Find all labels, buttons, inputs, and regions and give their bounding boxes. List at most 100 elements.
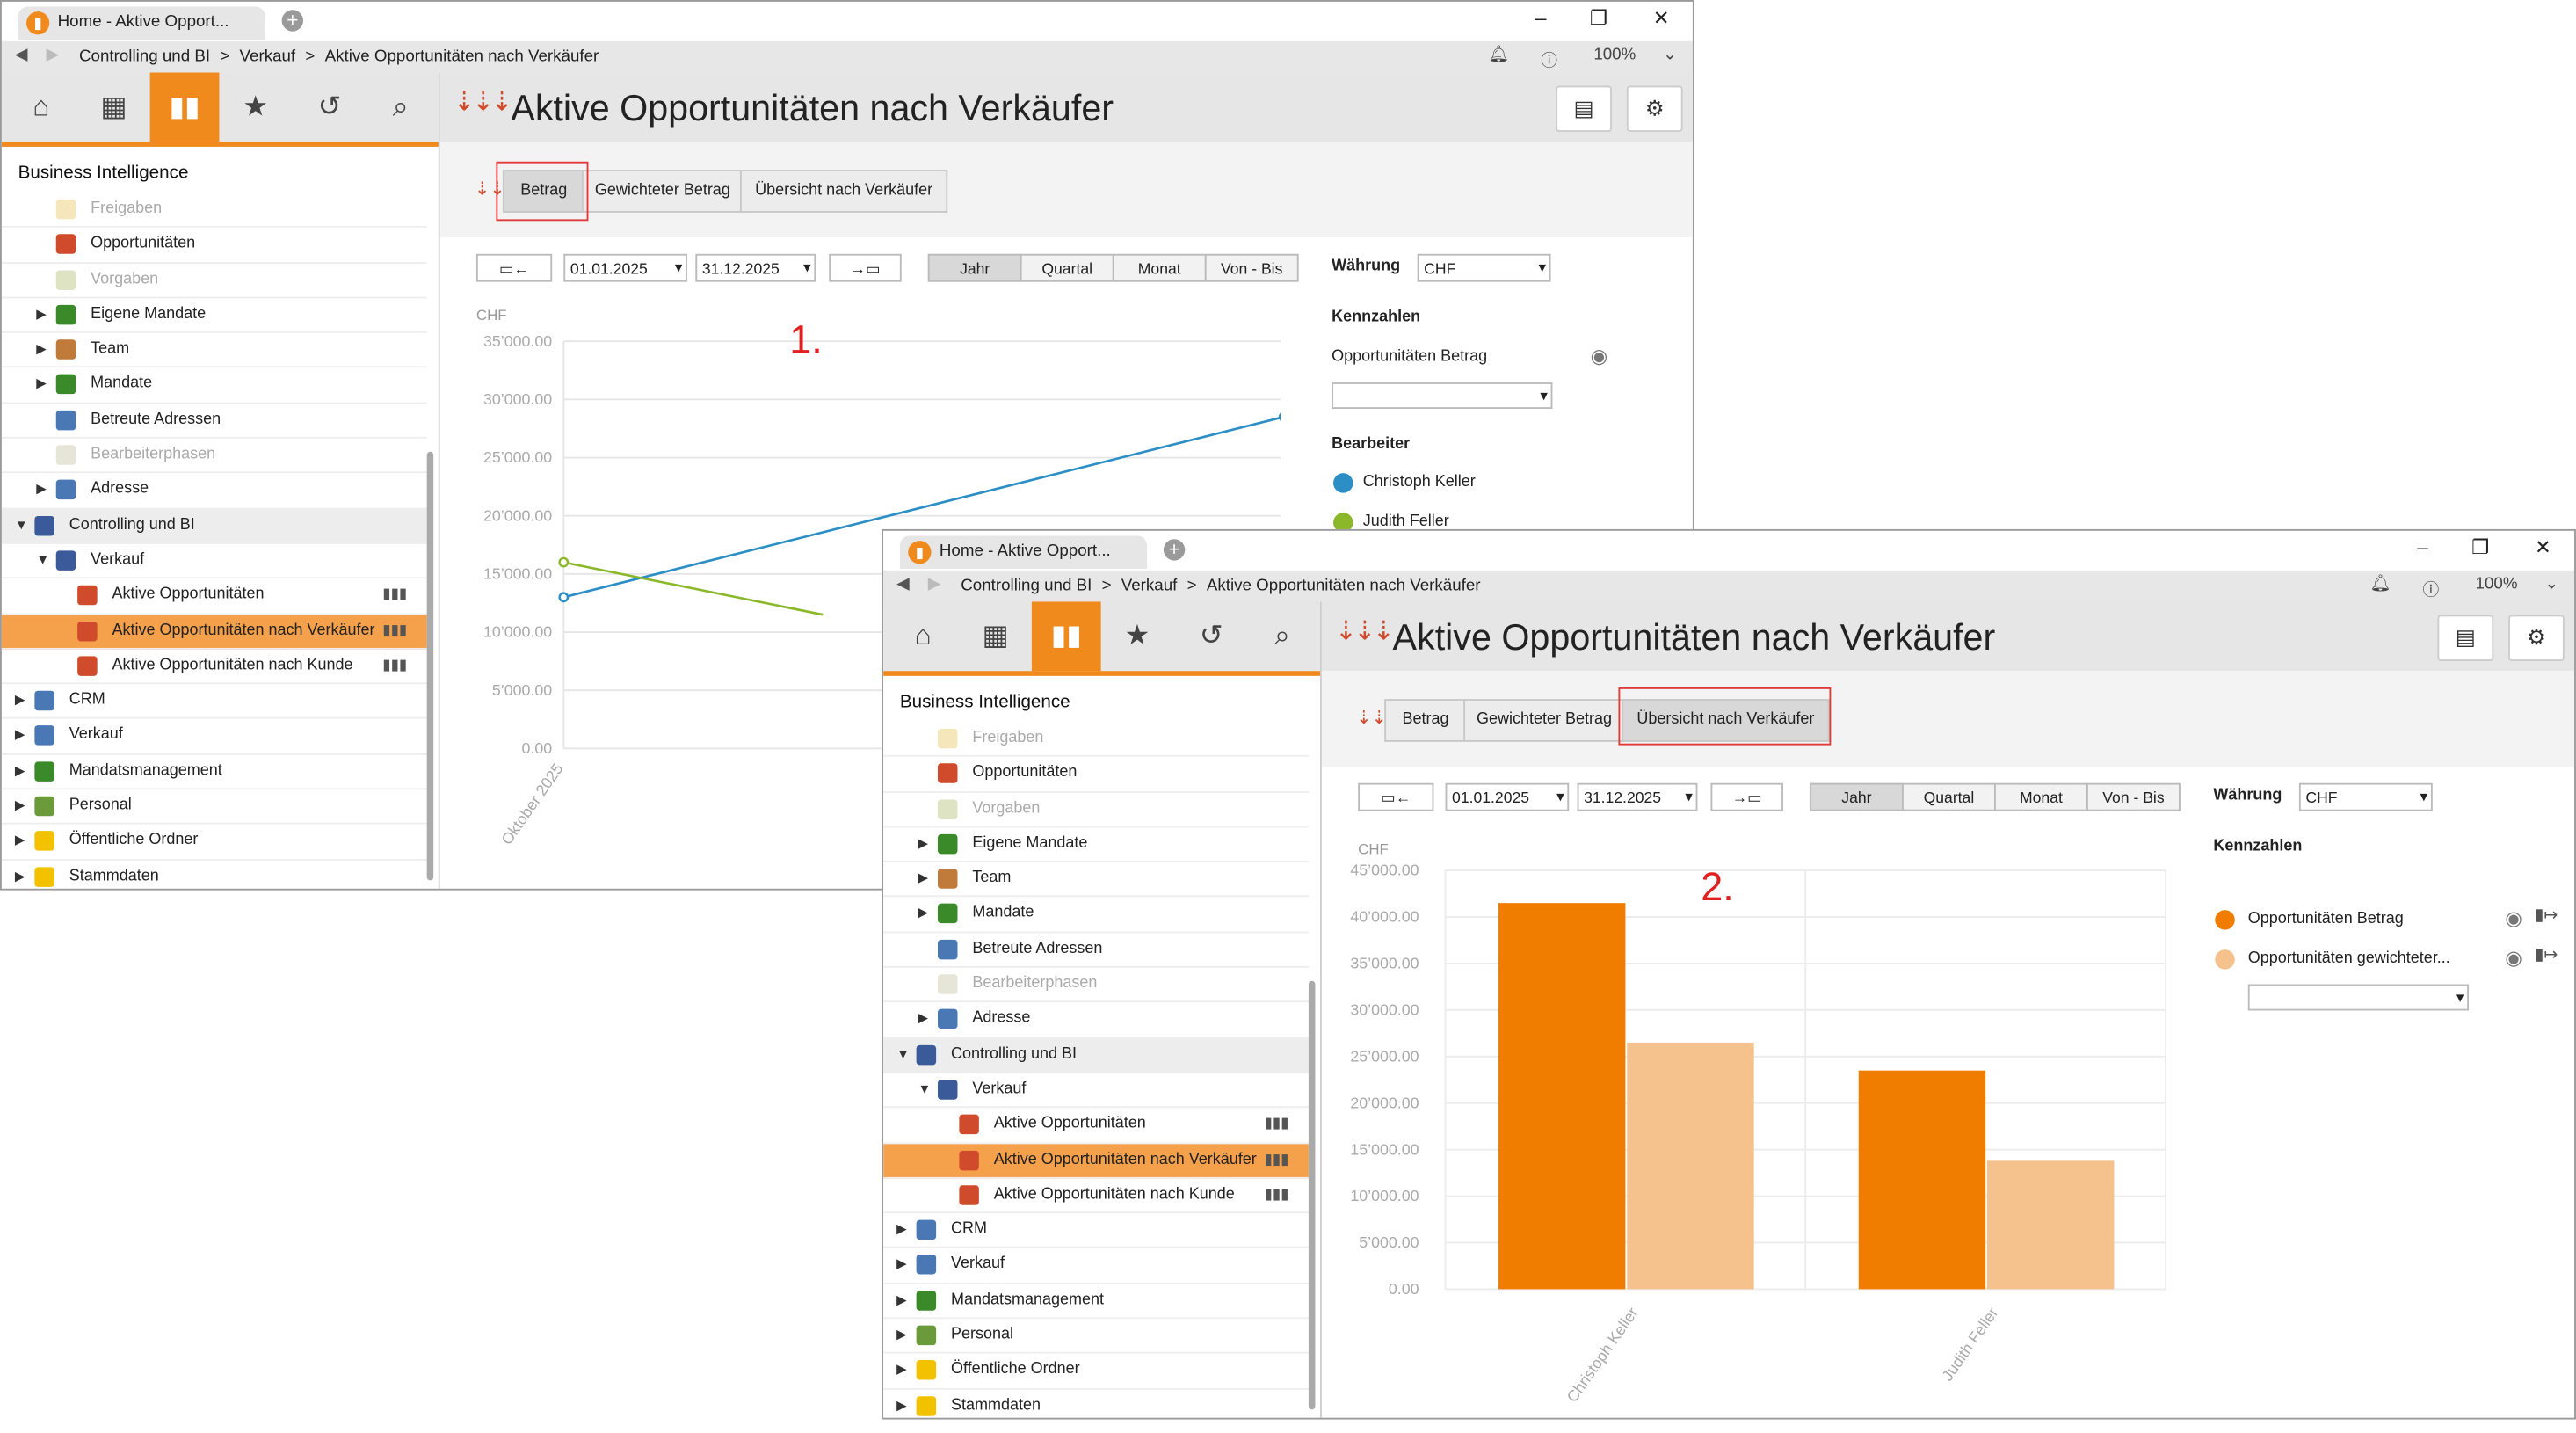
zoom-level[interactable]: 100% <box>1593 46 1636 65</box>
caret-right-icon[interactable]: ▶ <box>896 1397 907 1413</box>
caret-right-icon[interactable]: ▶ <box>918 1011 929 1027</box>
caret-right-icon[interactable]: ▶ <box>918 835 929 851</box>
bell-icon[interactable]: 🔔︎ <box>2369 575 2391 594</box>
date-to-field[interactable]: 31.12.2025 ▾ <box>1577 782 1698 811</box>
browser-tab[interactable]: ▮ Home - Aktive Opport... <box>18 6 265 40</box>
bell-icon[interactable]: 🔔︎ <box>1488 46 1510 65</box>
period-von-bis[interactable]: Von - Bis <box>1204 253 1299 282</box>
caret-right-icon[interactable]: ▶ <box>14 797 25 813</box>
breadcrumb-item[interactable]: Controlling und BI <box>79 47 211 67</box>
sidebar-item[interactable]: ▶ Mandatsmanagement <box>1 754 427 790</box>
chevron-down-icon[interactable]: ▾ <box>1540 387 1548 404</box>
close-icon[interactable]: ✕ <box>2534 535 2551 559</box>
sidebar-item[interactable]: Aktive Opportunitäten nach Verkäufer ▮▮▮ <box>883 1143 1309 1179</box>
bar-chart-icon[interactable]: ▮▮▮ <box>382 656 408 673</box>
restore-icon[interactable]: ❐ <box>2471 535 2490 559</box>
sidebar-item[interactable]: ▶ Personal <box>1 789 427 826</box>
bar-chart-icon[interactable]: ▮▮▮ <box>1264 1150 1289 1167</box>
sidebar-item[interactable]: ▶ Mandate <box>1 368 427 404</box>
caret-right-icon[interactable]: ▶ <box>36 482 47 498</box>
sidebar-item[interactable]: ▶ CRM <box>1 685 427 720</box>
date-from-field[interactable]: 01.01.2025 ▾ <box>1445 782 1570 811</box>
sidebar-item[interactable]: ▶ Personal <box>883 1319 1309 1355</box>
chevron-down-icon[interactable]: ▾ <box>2456 989 2464 1006</box>
period-quartal[interactable]: Quartal <box>1020 253 1114 282</box>
sidebar-item[interactable]: ▼ Controlling und BI <box>1 508 427 544</box>
caret-right-icon[interactable]: ▶ <box>918 906 929 921</box>
bearbeiter-name[interactable]: Christoph Keller <box>1362 473 1476 491</box>
breadcrumb-item[interactable]: Verkauf <box>1121 577 1178 595</box>
bearbeiter-name[interactable]: Judith Feller <box>1362 513 1449 531</box>
sidebar-item[interactable]: Freigaben <box>883 722 1309 758</box>
chevron-down-icon[interactable]: ▾ <box>1538 258 1546 276</box>
history-icon[interactable]: ↺ <box>1199 620 1223 651</box>
caret-right-icon[interactable]: ▶ <box>36 376 47 392</box>
forward-icon[interactable]: ▶ <box>927 575 941 594</box>
axis-toggle-icon[interactable]: ▮↦ <box>2535 946 2558 964</box>
sidebar-item[interactable]: Betreute Adressen <box>883 933 1309 968</box>
currency-select[interactable]: CHF ▾ <box>2298 782 2433 811</box>
restore-icon[interactable]: ❐ <box>1589 6 1608 30</box>
previous-period-button[interactable]: ▭← <box>475 253 553 282</box>
export-icon[interactable]: ▤ <box>1556 85 1612 133</box>
period-von-bis[interactable]: Von - Bis <box>2086 782 2181 811</box>
date-from-field[interactable]: 01.01.2025 ▾ <box>563 253 687 282</box>
sidebar-item[interactable]: Aktive Opportunitäten ▮▮▮ <box>1 579 427 615</box>
sidebar-item[interactable]: Opportunitäten <box>883 757 1309 793</box>
search-icon[interactable]: ⌕ <box>392 91 409 122</box>
caret-right-icon[interactable]: ▶ <box>896 1362 907 1378</box>
sidebar-item[interactable]: Bearbeiterphasen <box>883 968 1309 1003</box>
sidebar-item[interactable]: ▶ Team <box>883 862 1309 898</box>
sidebar-item[interactable]: ▶ CRM <box>883 1213 1309 1249</box>
browser-tab[interactable]: ▮ Home - Aktive Opport... <box>899 535 1148 569</box>
caret-right-icon[interactable]: ▶ <box>896 1256 907 1272</box>
sidebar-item[interactable]: ▶ Mandate <box>883 898 1309 933</box>
sidebar-scrollbar[interactable] <box>1308 980 1316 1410</box>
chart-icon[interactable]: ▮▮ <box>1031 601 1101 672</box>
tab-uebersicht-nach-verkaeufer[interactable]: Übersicht nach Verkäufer <box>1622 699 1830 742</box>
sidebar-item[interactable]: ▶ Mandatsmanagement <box>883 1284 1309 1320</box>
eye-icon[interactable]: ◉ <box>1590 344 1608 368</box>
home-icon[interactable]: ⌂ <box>914 620 932 651</box>
bar-chart-icon[interactable]: ▮▮▮ <box>1264 1185 1289 1202</box>
star-icon[interactable]: ★ <box>243 91 268 122</box>
tab-gewichteter-betrag[interactable]: Gewichteter Betrag <box>581 170 744 213</box>
tab-betrag[interactable]: Betrag <box>1384 699 1467 742</box>
sidebar-item[interactable]: ▶ Adresse <box>1 474 427 509</box>
sidebar-item[interactable]: ▼ Verkauf <box>1 544 427 579</box>
bar-chart-icon[interactable]: ▮▮▮ <box>382 621 408 637</box>
caret-down-icon[interactable]: ▼ <box>36 552 50 568</box>
caret-right-icon[interactable]: ▶ <box>896 1327 907 1342</box>
caret-down-icon[interactable]: ▼ <box>918 1081 932 1096</box>
kennzahl-select[interactable]: ▾ <box>2247 984 2470 1011</box>
caret-right-icon[interactable]: ▶ <box>14 727 25 743</box>
date-to-field[interactable]: 31.12.2025 ▾ <box>695 253 816 282</box>
sidebar-item[interactable]: Vorgaben <box>1 263 427 299</box>
sidebar-item[interactable]: ▶ Verkauf <box>1 719 427 755</box>
info-icon[interactable]: ⓘ <box>2422 581 2440 600</box>
chevron-down-icon[interactable]: ▾ <box>803 258 811 276</box>
sidebar-item[interactable]: ▶ Eigene Mandate <box>1 298 427 334</box>
calendar-icon[interactable]: ▦ <box>982 620 1009 651</box>
sidebar-item[interactable]: Aktive Opportunitäten nach Kunde ▮▮▮ <box>1 650 427 685</box>
home-icon[interactable]: ⌂ <box>33 91 50 122</box>
breadcrumb-item[interactable]: Verkauf <box>239 47 296 67</box>
sidebar-item[interactable]: Aktive Opportunitäten nach Verkäufer ▮▮▮ <box>1 614 427 650</box>
tab-betrag[interactable]: Betrag <box>502 170 585 213</box>
back-icon[interactable]: ◀ <box>896 575 910 594</box>
eye-icon[interactable]: ◉ <box>2505 906 2522 930</box>
minimize-icon[interactable]: – <box>2417 535 2428 559</box>
tab-gewichteter-betrag[interactable]: Gewichteter Betrag <box>1463 699 1625 742</box>
caret-right-icon[interactable]: ▶ <box>36 306 47 322</box>
caret-right-icon[interactable]: ▶ <box>14 833 25 848</box>
breadcrumb-item[interactable]: Aktive Opportunitäten nach Verkäufer <box>1206 577 1481 595</box>
caret-right-icon[interactable]: ▶ <box>14 762 25 778</box>
eye-icon[interactable]: ◉ <box>2505 946 2522 970</box>
sidebar-item[interactable]: Betreute Adressen <box>1 404 427 439</box>
export-icon[interactable]: ▤ <box>2437 615 2494 661</box>
sidebar-item[interactable]: ▶ Stammdaten <box>883 1389 1309 1418</box>
period-monat[interactable]: Monat <box>1112 253 1207 282</box>
sidebar-item[interactable]: Freigaben <box>1 193 427 229</box>
sidebar-item[interactable]: ▼ Controlling und BI <box>883 1037 1309 1073</box>
next-period-button[interactable]: →▭ <box>829 253 902 282</box>
